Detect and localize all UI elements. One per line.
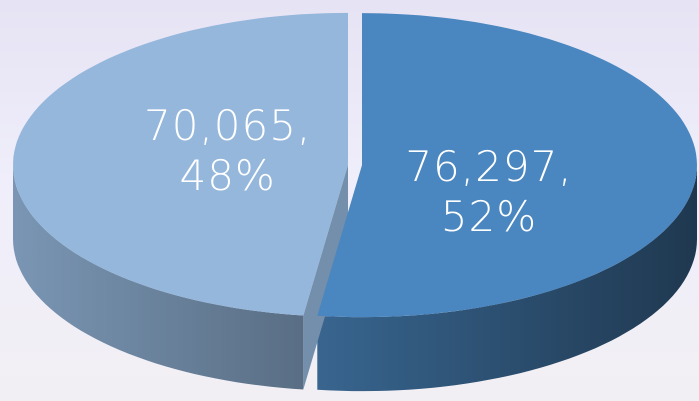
slice-side [317, 165, 697, 392]
pie-slice [317, 13, 697, 318]
data-label: 70,065, 48% [144, 101, 312, 201]
slice-cut-face [303, 164, 348, 390]
slice-side [13, 164, 304, 390]
pie-slice [13, 12, 348, 316]
data-label: 76,297, 52% [405, 141, 573, 241]
